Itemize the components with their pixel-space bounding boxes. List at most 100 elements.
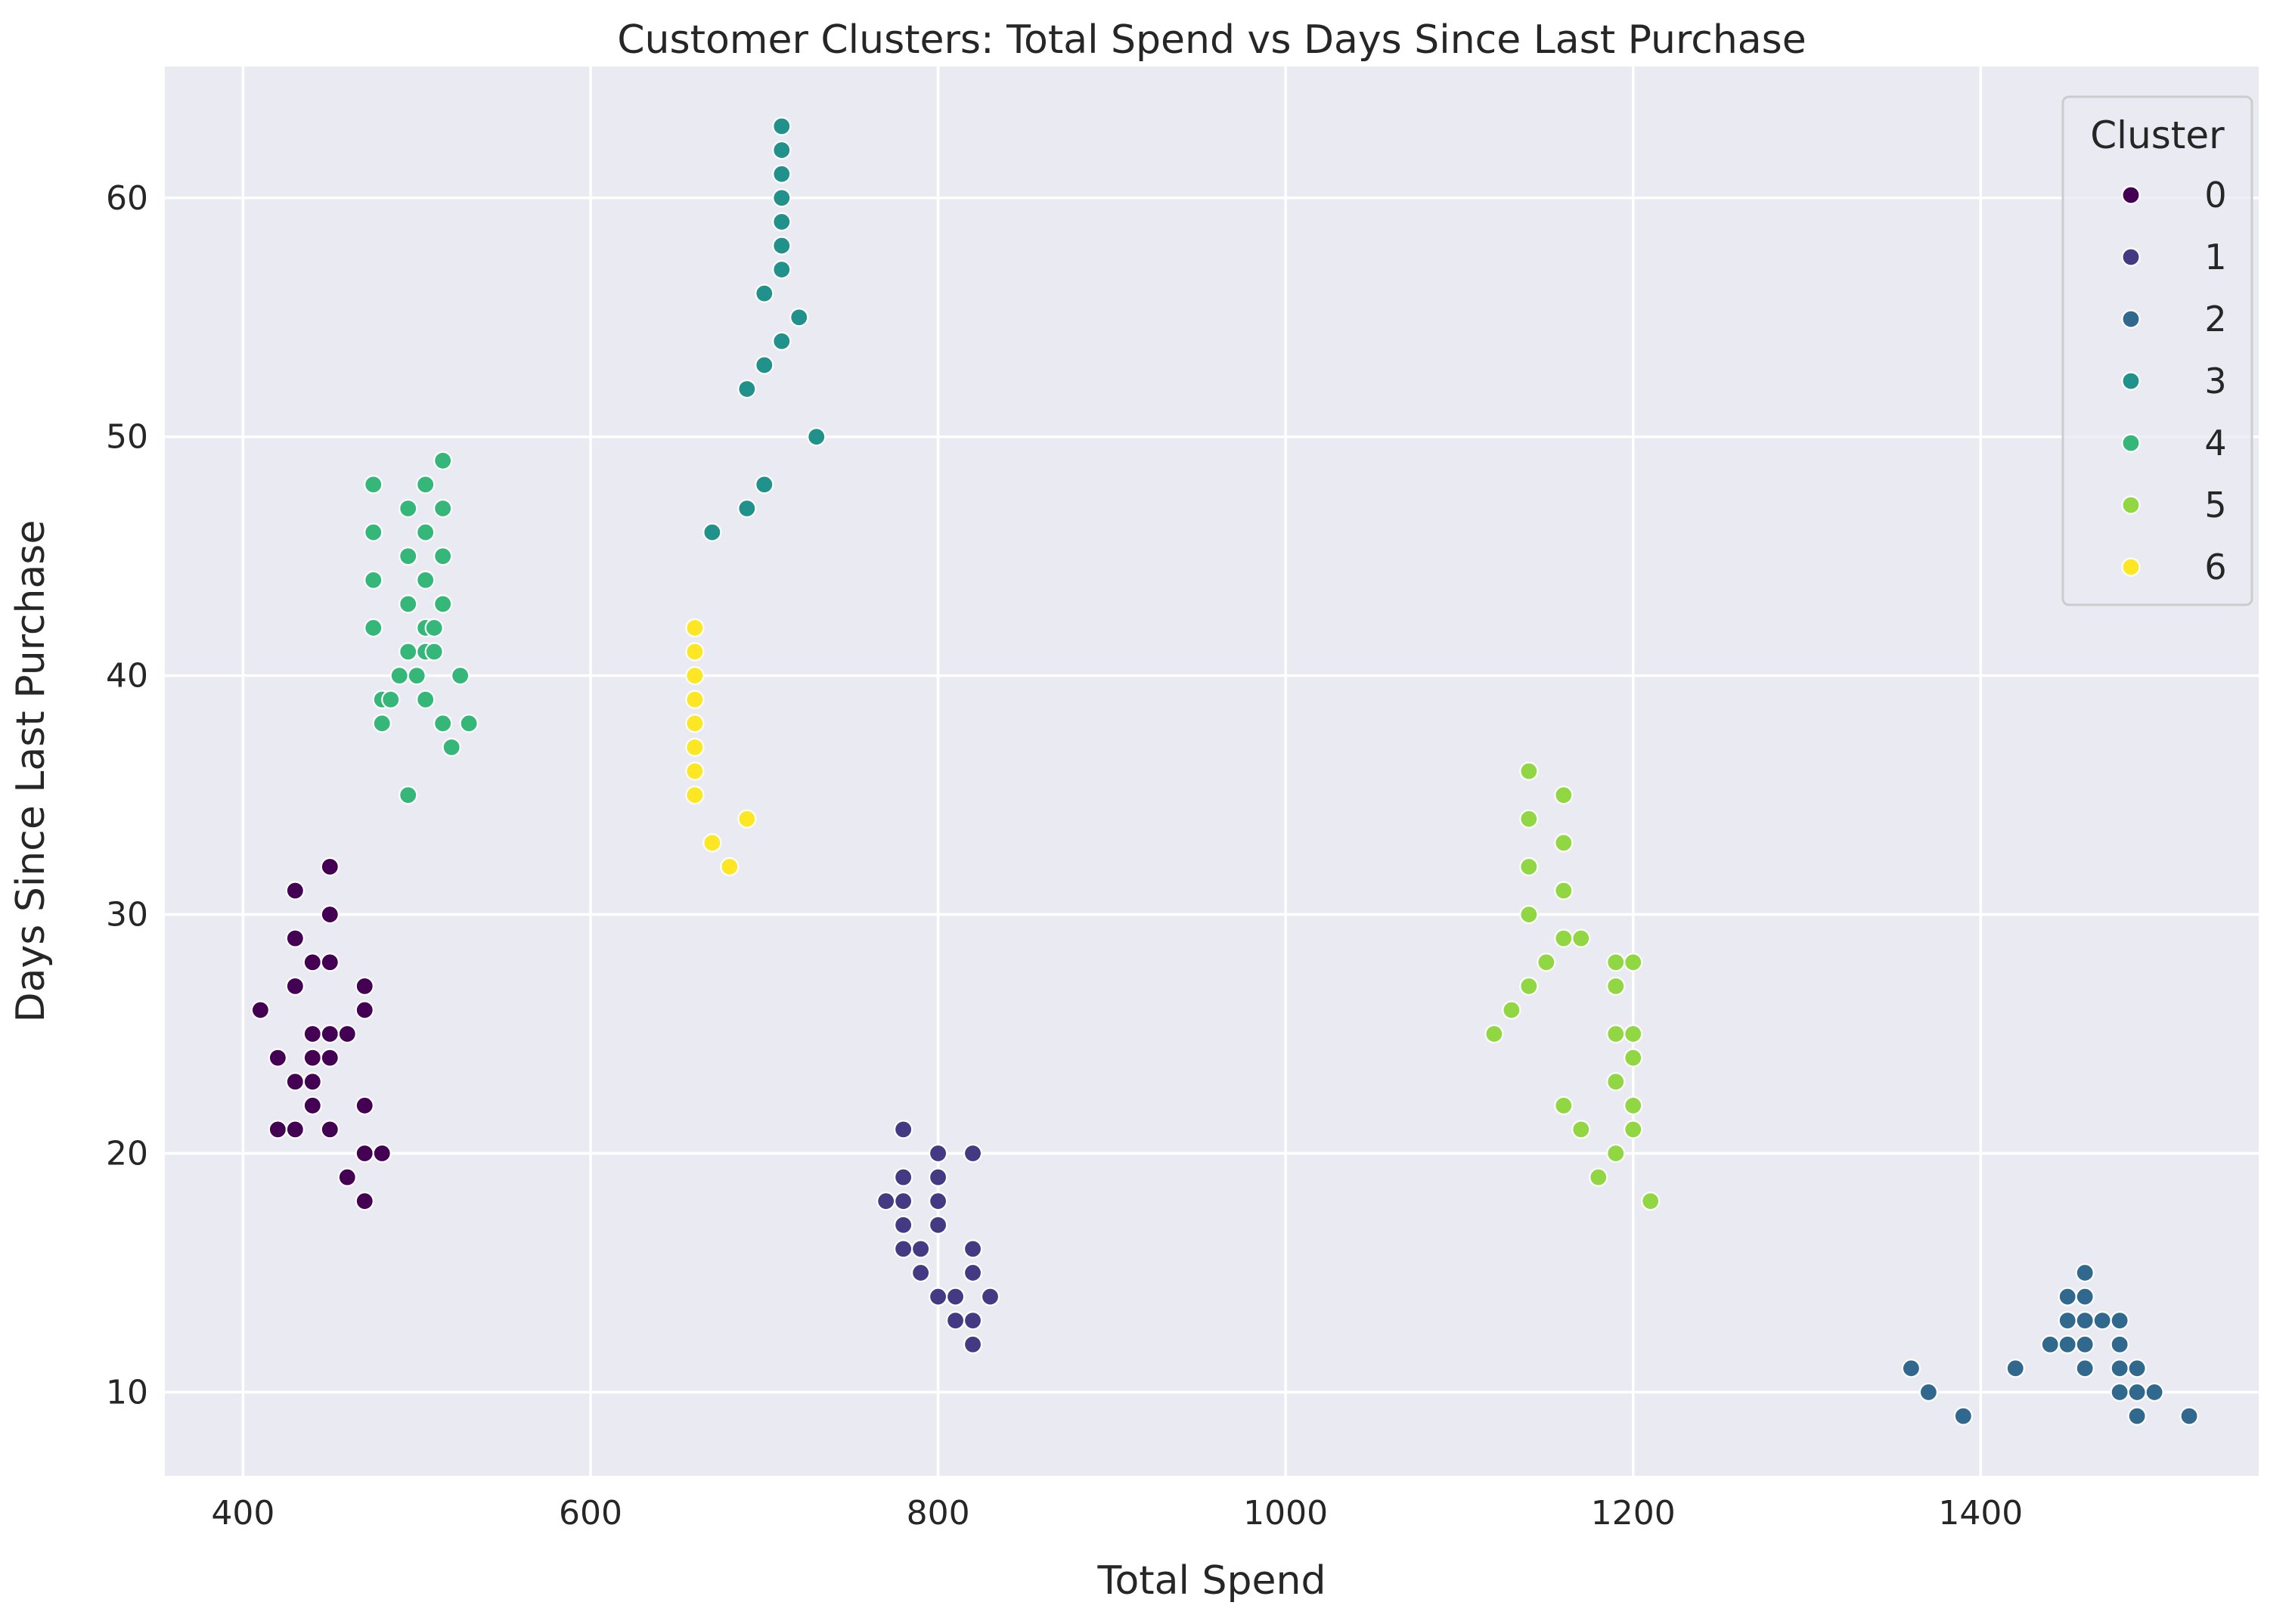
data-point-cluster-1 [928, 1287, 948, 1306]
data-point-cluster-5 [1554, 928, 1574, 948]
data-point-cluster-2 [2110, 1311, 2129, 1331]
data-point-cluster-0 [372, 1143, 392, 1164]
data-point-cluster-3 [772, 188, 792, 208]
data-point-cluster-4 [433, 714, 453, 733]
data-point-cluster-5 [1641, 1192, 1661, 1211]
data-point-cluster-2 [1901, 1359, 1921, 1378]
x-tick-label: 800 [907, 1494, 970, 1533]
legend-marker-cluster-5 [2121, 495, 2141, 515]
data-point-cluster-2 [2127, 1359, 2147, 1378]
x-tick-label: 1400 [1938, 1494, 2023, 1533]
data-point-cluster-3 [755, 355, 774, 375]
data-point-cluster-1 [945, 1311, 966, 1331]
data-point-cluster-6 [720, 857, 740, 876]
data-point-cluster-2 [2058, 1311, 2077, 1331]
data-point-cluster-4 [399, 547, 418, 566]
data-point-cluster-4 [416, 690, 436, 709]
y-tick-label: 60 [106, 179, 148, 218]
x-tick-labels: 400 600 800 1000 1200 1400 [211, 1494, 2023, 1533]
data-point-cluster-1 [963, 1334, 983, 1354]
legend-label-cluster-0: 0 [2204, 175, 2226, 215]
data-point-cluster-3 [755, 475, 774, 494]
data-point-cluster-4 [442, 737, 461, 758]
data-point-cluster-0 [285, 928, 305, 948]
data-point-cluster-5 [1519, 761, 1539, 781]
data-point-cluster-0 [355, 976, 374, 996]
data-point-cluster-4 [364, 475, 383, 494]
grid-lines [165, 67, 2259, 1476]
data-point-cluster-4 [433, 451, 453, 470]
legend-label-cluster-3: 3 [2204, 361, 2226, 401]
data-point-cluster-5 [1571, 1120, 1591, 1139]
data-point-cluster-3 [772, 212, 792, 231]
data-point-cluster-6 [702, 833, 722, 853]
data-point-cluster-2 [1953, 1406, 1973, 1426]
data-point-cluster-5 [1484, 1024, 1504, 1044]
data-point-cluster-0 [285, 1072, 305, 1092]
legend-marker-cluster-1 [2121, 247, 2141, 267]
y-tick-label: 30 [106, 896, 148, 934]
data-point-cluster-5 [1519, 904, 1539, 925]
data-point-cluster-2 [2179, 1406, 2199, 1426]
data-point-cluster-5 [1571, 928, 1591, 948]
data-point-cluster-5 [1606, 1072, 1626, 1092]
data-points [250, 116, 2199, 1426]
data-point-cluster-2 [2127, 1406, 2147, 1426]
data-point-cluster-5 [1554, 833, 1574, 853]
data-point-cluster-5 [1519, 976, 1539, 996]
data-point-cluster-2 [2058, 1334, 2077, 1354]
data-point-cluster-4 [424, 642, 444, 662]
data-point-cluster-6 [685, 642, 705, 662]
data-point-cluster-5 [1606, 976, 1626, 996]
data-point-cluster-4 [416, 475, 436, 494]
x-tick-label: 1000 [1243, 1494, 1328, 1533]
legend-marker-cluster-6 [2121, 557, 2141, 577]
data-point-cluster-0 [320, 1048, 340, 1068]
data-point-cluster-5 [1624, 1024, 1643, 1044]
data-point-cluster-0 [320, 1120, 340, 1139]
data-point-cluster-0 [268, 1120, 287, 1139]
data-point-cluster-1 [963, 1143, 983, 1164]
data-point-cluster-6 [685, 618, 705, 638]
data-point-cluster-5 [1624, 1048, 1643, 1068]
data-point-cluster-4 [416, 522, 436, 542]
data-point-cluster-6 [685, 690, 705, 709]
data-point-cluster-1 [894, 1167, 913, 1187]
legend-marker-cluster-4 [2121, 433, 2141, 453]
data-point-cluster-2 [2075, 1311, 2095, 1331]
data-point-cluster-2 [2075, 1334, 2095, 1354]
legend: Cluster 0 1 2 3 4 5 6 [2061, 95, 2253, 606]
x-tick-label: 1200 [1591, 1494, 1676, 1533]
data-point-cluster-1 [980, 1287, 1000, 1306]
data-point-cluster-0 [285, 1120, 305, 1139]
y-tick-label: 20 [106, 1134, 148, 1173]
data-point-cluster-0 [320, 857, 340, 876]
data-point-cluster-0 [285, 881, 305, 900]
data-point-cluster-3 [737, 379, 757, 399]
data-point-cluster-3 [702, 522, 722, 542]
data-point-cluster-1 [894, 1239, 913, 1259]
data-point-cluster-4 [364, 618, 383, 638]
data-point-cluster-0 [302, 1048, 322, 1068]
data-point-cluster-5 [1554, 785, 1574, 805]
data-point-cluster-0 [268, 1048, 287, 1068]
data-point-cluster-4 [389, 666, 409, 686]
data-point-cluster-4 [424, 618, 444, 638]
data-point-cluster-4 [399, 642, 418, 662]
chart-title: Customer Clusters: Total Spend vs Days S… [617, 17, 1807, 63]
data-point-cluster-1 [894, 1192, 913, 1211]
data-point-cluster-4 [407, 666, 426, 686]
data-point-cluster-6 [685, 761, 705, 781]
data-point-cluster-1 [963, 1239, 983, 1259]
x-tick-label: 400 [211, 1494, 274, 1533]
data-point-cluster-0 [355, 1000, 374, 1020]
data-point-cluster-4 [399, 498, 418, 519]
data-point-cluster-4 [459, 714, 479, 733]
data-point-cluster-1 [945, 1287, 966, 1306]
data-point-cluster-5 [1519, 857, 1539, 876]
data-point-cluster-3 [772, 236, 792, 256]
legend-title: Cluster [2090, 113, 2225, 157]
y-axis-label: Days Since Last Purchase [8, 520, 54, 1023]
plot-area [165, 67, 2259, 1476]
